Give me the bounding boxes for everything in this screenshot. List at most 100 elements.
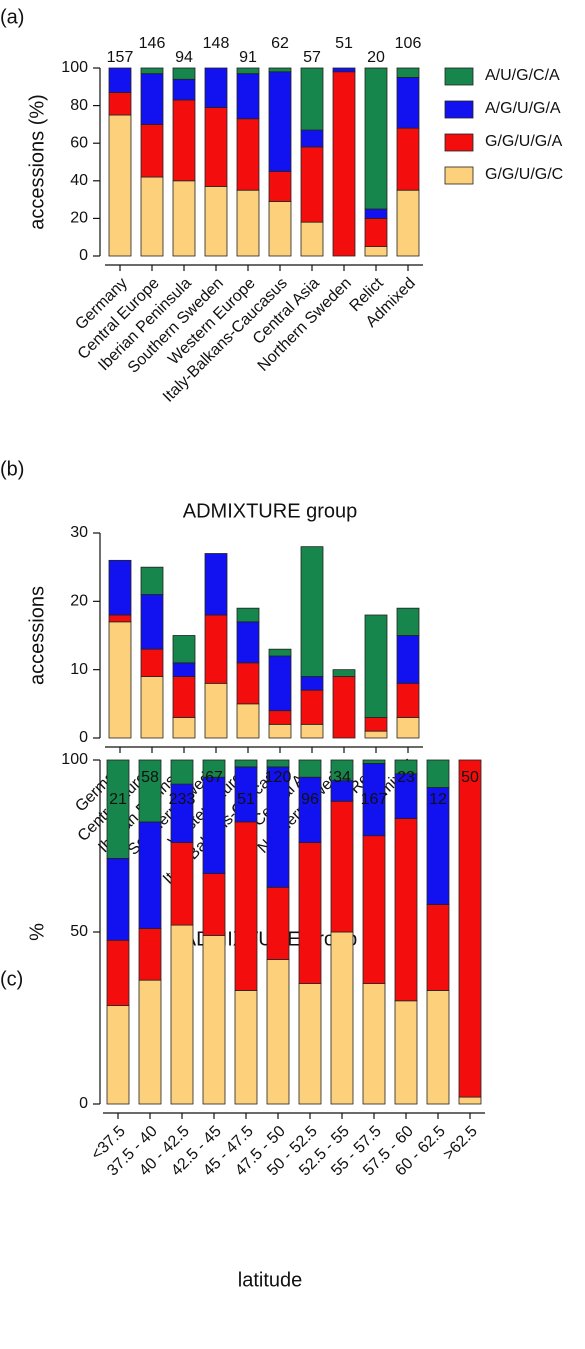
total-label: 96 xyxy=(301,791,319,808)
bar-segment xyxy=(268,67,292,73)
bar-segment xyxy=(236,703,260,739)
total-label: 233 xyxy=(169,791,196,808)
bar-segment xyxy=(298,759,322,778)
bar-segment xyxy=(202,759,226,778)
bar-segment xyxy=(396,607,420,636)
bar-segment xyxy=(394,818,418,1002)
bar-segment xyxy=(138,928,162,981)
bar-segment xyxy=(140,566,164,595)
bar-segment xyxy=(300,676,324,691)
bar-segment xyxy=(236,662,260,705)
y-tick-label: 40 xyxy=(70,172,88,189)
total-label: 21 xyxy=(109,791,127,808)
bar-segment xyxy=(204,107,228,187)
bar-segment xyxy=(236,607,260,623)
total-label: 58 xyxy=(141,769,159,786)
bar-segment xyxy=(106,939,130,1007)
total-label: 34 xyxy=(333,769,351,786)
bar-segment xyxy=(172,635,196,664)
bar-segment xyxy=(202,776,226,874)
y-tick-label: 100 xyxy=(61,751,88,768)
bar-segment xyxy=(268,201,292,257)
bar-segment xyxy=(202,935,226,1105)
y-tick-label: 20 xyxy=(70,210,88,227)
y-tick-label: 0 xyxy=(79,1095,88,1112)
bar-segment xyxy=(364,730,388,739)
bar-segment xyxy=(172,78,196,101)
bar-segment xyxy=(234,759,258,768)
y-axis-label: % xyxy=(26,923,48,941)
bar-segment xyxy=(236,67,260,75)
legend-swatch xyxy=(444,133,474,152)
bar-segment xyxy=(204,682,228,739)
y-tick-label: 0 xyxy=(79,247,88,264)
legend-label: G/G/U/G/A xyxy=(485,133,563,150)
bar-segment xyxy=(330,800,354,933)
bar-segment xyxy=(394,1000,418,1105)
bar-segment xyxy=(140,176,164,257)
bar-segment xyxy=(396,127,420,191)
total-label: 20 xyxy=(367,49,385,66)
total-label: 51 xyxy=(237,791,255,808)
bar-segment xyxy=(140,124,164,178)
bar-segment xyxy=(106,759,130,859)
bar-segment xyxy=(396,717,420,739)
bar-segment xyxy=(332,669,356,677)
bar-segment xyxy=(234,990,258,1105)
bar-segment xyxy=(426,990,450,1105)
total-label: 106 xyxy=(395,35,422,52)
total-label: 146 xyxy=(139,35,166,52)
bar-segment xyxy=(140,67,164,75)
bar-segment xyxy=(268,655,292,712)
total-label: 167 xyxy=(361,791,388,808)
legend-label: G/G/U/G/C xyxy=(485,166,563,183)
legend-swatch xyxy=(444,166,474,185)
total-label: 62 xyxy=(271,35,289,52)
bar-segment xyxy=(236,73,260,120)
bar-segment xyxy=(108,67,132,93)
bar-segment xyxy=(140,676,164,739)
bar-segment xyxy=(396,67,420,78)
bar-segment xyxy=(364,717,388,732)
x-tick-label: >62.5 xyxy=(440,1123,481,1164)
bar-segment xyxy=(268,71,292,172)
bar-segment xyxy=(170,842,194,926)
bar-segment xyxy=(172,180,196,257)
bar-segment xyxy=(364,67,388,210)
bar-segment xyxy=(396,77,420,129)
bar-segment xyxy=(138,821,162,929)
y-axis-label: accessions xyxy=(26,586,48,685)
bar-segment xyxy=(108,559,132,616)
bar-segment xyxy=(364,217,388,247)
y-tick-label: 50 xyxy=(70,923,88,940)
bar-segment xyxy=(204,186,228,257)
bar-segment xyxy=(268,710,292,725)
bar-segment xyxy=(300,129,324,148)
y-tick-label: 20 xyxy=(70,593,88,610)
y-tick-label: 60 xyxy=(70,134,88,151)
panel-label: (a) xyxy=(0,6,24,28)
bar-segment xyxy=(362,759,386,764)
bar-segment xyxy=(396,189,420,257)
bar-segment xyxy=(172,662,196,677)
bar-segment xyxy=(108,92,132,116)
bar-segment xyxy=(106,857,130,941)
legend-label: A/U/G/C/A xyxy=(485,67,560,84)
total-label: 94 xyxy=(175,49,193,66)
panel-label: (c) xyxy=(0,968,23,990)
bar-segment xyxy=(330,931,354,1105)
total-label: 120 xyxy=(265,769,292,786)
bar-segment xyxy=(236,189,260,257)
bar-segment xyxy=(300,67,324,131)
bar-segment xyxy=(298,842,322,984)
bar-segment xyxy=(362,983,386,1105)
bar-segment xyxy=(332,67,356,73)
total-label: 23 xyxy=(397,769,415,786)
bar-segment xyxy=(364,208,388,219)
bar-segment xyxy=(300,546,324,677)
bar-segment xyxy=(394,759,418,775)
bar-segment xyxy=(298,776,322,843)
bar-segment xyxy=(234,821,258,991)
total-label: 67 xyxy=(205,769,223,786)
